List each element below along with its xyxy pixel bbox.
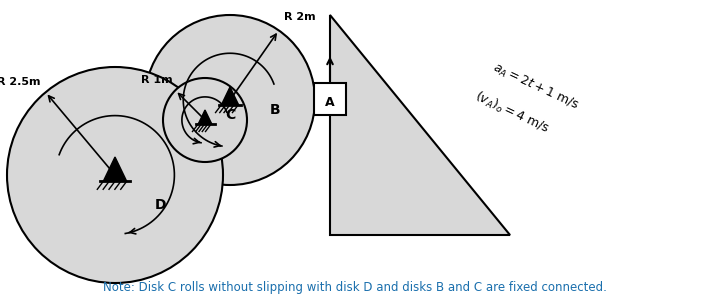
Polygon shape	[330, 15, 510, 235]
Text: A: A	[325, 96, 335, 109]
Text: B: B	[270, 103, 280, 117]
Text: R 2.5m: R 2.5m	[0, 77, 40, 87]
Circle shape	[163, 78, 247, 162]
Text: Note: Disk C rolls without slipping with disk D and disks B and C are fixed conn: Note: Disk C rolls without slipping with…	[103, 281, 607, 294]
Polygon shape	[222, 87, 239, 105]
Text: R 2m: R 2m	[284, 12, 315, 22]
Text: R 1m: R 1m	[141, 75, 173, 85]
Text: D: D	[154, 198, 165, 212]
Circle shape	[7, 67, 223, 283]
Polygon shape	[103, 157, 126, 181]
Text: $(v_A)_o = 4$ m/s: $(v_A)_o = 4$ m/s	[472, 88, 552, 137]
Text: $a_A = 2t+1$ m/s: $a_A = 2t+1$ m/s	[490, 60, 581, 113]
Polygon shape	[314, 83, 346, 115]
Circle shape	[145, 15, 315, 185]
Text: C: C	[225, 108, 235, 122]
Polygon shape	[199, 110, 212, 124]
